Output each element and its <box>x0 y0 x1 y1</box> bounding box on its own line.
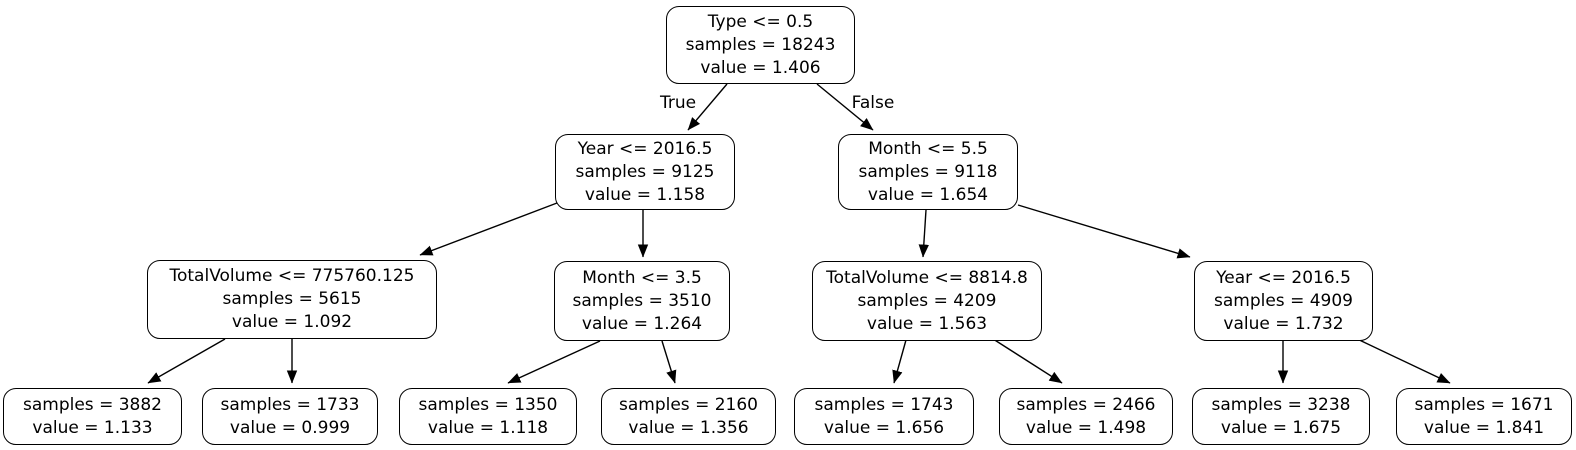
node-value: value = 1.356 <box>628 417 749 438</box>
node-samples: samples = 3882 <box>23 394 162 415</box>
tree-leaf-rll: samples = 1743 value = 1.656 <box>794 388 974 445</box>
node-condition: Year <= 2016.5 <box>1216 267 1351 288</box>
node-value: value = 1.133 <box>32 417 153 438</box>
tree-leaf-rrl: samples = 3238 value = 1.675 <box>1192 388 1370 445</box>
edge-rl-to-rll <box>892 339 907 384</box>
node-value: value = 1.656 <box>823 417 945 438</box>
node-value: value = 1.264 <box>581 313 703 334</box>
tree-node-ll: TotalVolume <= 775760.125 samples = 5615… <box>147 260 437 339</box>
edge-lr-to-lrl <box>507 340 601 384</box>
node-condition: TotalVolume <= 775760.125 <box>169 266 415 286</box>
node-samples: samples = 3510 <box>572 290 712 311</box>
tree-leaf-lll: samples = 3882 value = 1.133 <box>3 388 182 445</box>
node-samples: samples = 9118 <box>858 161 998 182</box>
node-condition: Month <= 3.5 <box>582 267 702 288</box>
edge-label-true: True <box>659 93 697 113</box>
node-samples: samples = 1733 <box>220 394 360 415</box>
node-samples: samples = 2466 <box>1016 394 1156 415</box>
node-condition: TotalVolume <= 8814.8 <box>826 267 1028 288</box>
node-value: value = 1.841 <box>1423 417 1545 438</box>
tree-node-lr: Month <= 3.5 samples = 3510 value = 1.26… <box>554 261 730 341</box>
node-samples: samples = 1743 <box>814 394 954 415</box>
node-value: value = 0.999 <box>229 417 351 438</box>
node-samples: samples = 18243 <box>685 34 836 55</box>
edge-lr-to-lrr <box>661 340 677 384</box>
edge-l-to-ll <box>419 202 558 256</box>
node-value: value = 1.563 <box>866 313 988 334</box>
edge-label-false: False <box>851 93 895 113</box>
tree-leaf-rrr: samples = 1671 value = 1.841 <box>1396 388 1572 445</box>
tree-node-l: Year <= 2016.5 samples = 9125 value = 1.… <box>555 134 735 210</box>
node-samples: samples = 1671 <box>1414 394 1554 415</box>
node-value: value = 1.498 <box>1025 417 1147 438</box>
node-samples: samples = 3238 <box>1211 394 1351 415</box>
tree-node-rl: TotalVolume <= 8814.8 samples = 4209 val… <box>812 261 1042 341</box>
node-value: value = 1.654 <box>867 184 989 205</box>
tree-leaf-llr: samples = 1733 value = 0.999 <box>202 388 378 445</box>
edge-r-to-rl <box>918 209 929 258</box>
node-samples: samples = 4909 <box>1214 290 1353 311</box>
edge-root-to-right <box>816 83 874 131</box>
node-samples: samples = 1350 <box>418 394 558 415</box>
edge-root-to-left <box>687 83 728 131</box>
node-condition: Month <= 5.5 <box>868 138 988 159</box>
tree-node-r: Month <= 5.5 samples = 9118 value = 1.65… <box>838 134 1018 210</box>
tree-leaf-lrr: samples = 2160 value = 1.356 <box>601 388 776 445</box>
edge-rr-to-rrr <box>1352 336 1451 384</box>
tree-node-rr: Year <= 2016.5 samples = 4909 value = 1.… <box>1194 261 1373 341</box>
node-samples: samples = 4209 <box>857 290 997 311</box>
tree-leaf-lrl: samples = 1350 value = 1.118 <box>399 388 577 445</box>
tree-node-root: Type <= 0.5 samples = 18243 value = 1.40… <box>666 6 855 84</box>
node-value: value = 1.092 <box>231 312 353 332</box>
edge-rl-to-rlr <box>989 336 1063 384</box>
node-condition: Year <= 2016.5 <box>577 138 713 159</box>
node-value: value = 1.675 <box>1220 417 1342 438</box>
node-samples: samples = 9125 <box>575 161 715 182</box>
node-value: value = 1.406 <box>700 57 821 78</box>
node-samples: samples = 5615 <box>222 289 362 309</box>
node-value: value = 1.732 <box>1223 313 1344 334</box>
edge-ll-to-lll <box>147 338 226 384</box>
edge-r-to-rr <box>1017 204 1191 259</box>
node-samples: samples = 2160 <box>619 394 758 415</box>
node-condition: Type <= 0.5 <box>707 11 814 32</box>
node-value: value = 1.118 <box>427 417 549 438</box>
tree-leaf-rlr: samples = 2466 value = 1.498 <box>999 388 1173 445</box>
node-value: value = 1.158 <box>584 184 706 205</box>
